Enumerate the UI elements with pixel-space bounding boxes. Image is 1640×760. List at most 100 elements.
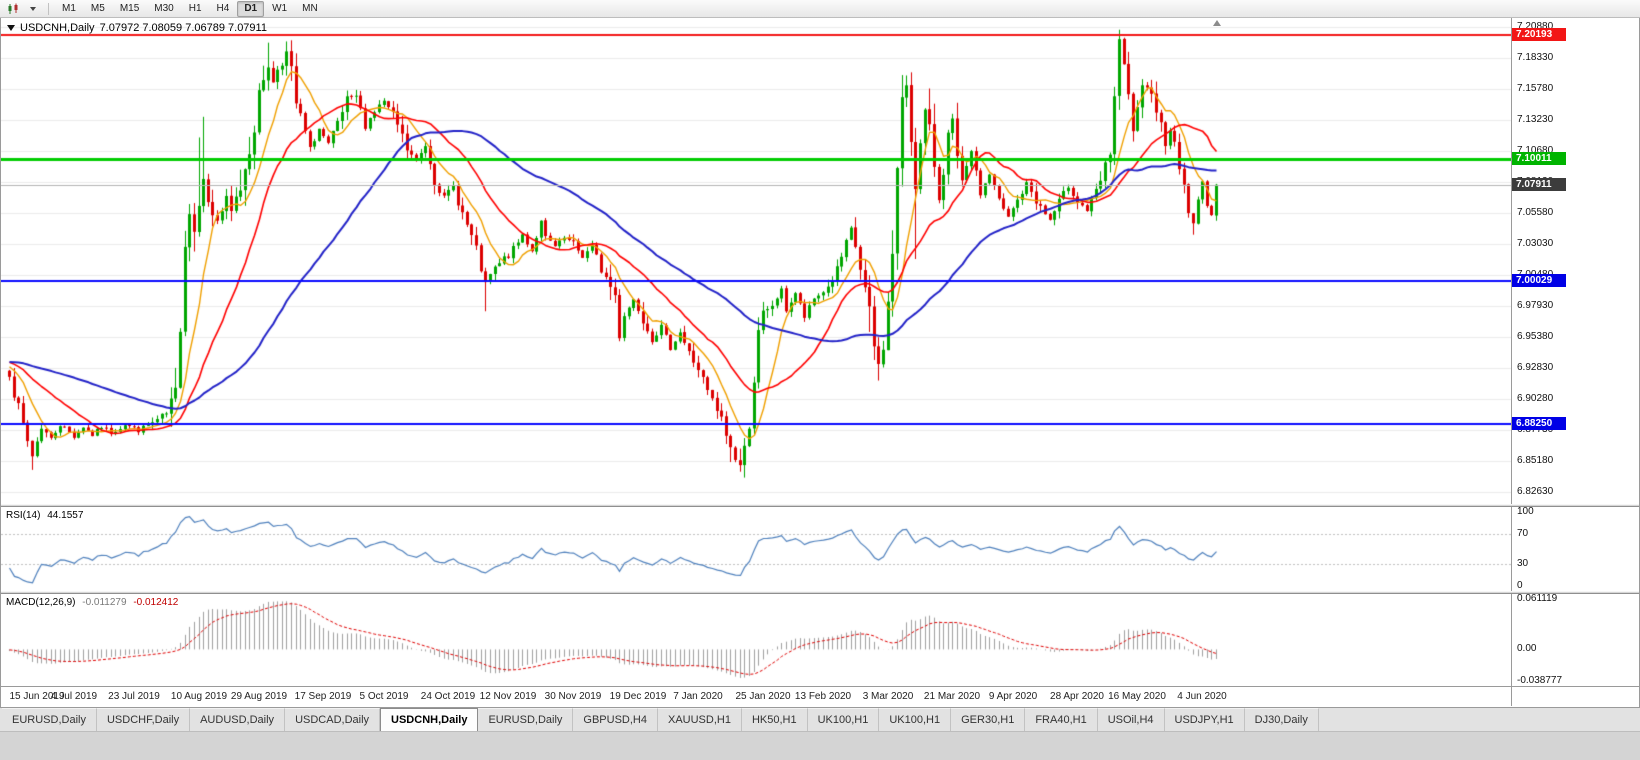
timeframe-button-m15[interactable]: M15: [119, 2, 140, 14]
rsi-plot-canvas[interactable]: [1, 507, 1511, 591]
date-label: 15 Jun 2019: [9, 691, 65, 702]
tab-eurusd-daily[interactable]: EURUSD,Daily: [478, 708, 574, 731]
tab-usdcnh-daily[interactable]: USDCNH,Daily: [380, 708, 479, 731]
panel-divider-macd[interactable]: [1, 591, 1639, 594]
date-label: 9 Apr 2020: [988, 691, 1038, 702]
main-chart-panel: USDCNH,Daily 7.07972 7.08059 7.06789 7.0…: [1, 18, 1639, 504]
timeframe-button-m30[interactable]: M30: [154, 2, 174, 14]
date-label: 25 Jan 2020: [735, 691, 791, 702]
date-label: 19 Dec 2019: [609, 691, 667, 702]
date-label: 4 Jun 2020: [1177, 691, 1227, 702]
timeframe-button-m1[interactable]: M1: [62, 2, 76, 14]
rsi-axis-tick: 70: [1517, 527, 1529, 539]
tab-uk100-h1[interactable]: UK100,H1: [807, 708, 880, 731]
macd-axis-tick: -0.038777: [1517, 675, 1563, 686]
panel-divider-rsi[interactable]: [1, 504, 1639, 507]
price-badge: 7.20193: [1512, 28, 1566, 42]
price-axis-tick: 6.85180: [1517, 454, 1554, 466]
timeframe-button-m5[interactable]: M5: [90, 2, 105, 14]
price-axis-tick: 7.05580: [1517, 207, 1554, 219]
toolbar-separator: [48, 2, 49, 15]
date-axis[interactable]: 15 Jun 2019 4 Jul 2019 23 Jul 2019 10 Aug 2…: [1, 686, 1639, 706]
price-badge: 7.00029: [1512, 273, 1566, 287]
rsi-panel: RSI(14) 44.1557 100 70 30 0: [1, 507, 1639, 591]
date-label: 3 Mar 2020: [862, 691, 914, 702]
date-label: 21 Mar 2020: [923, 691, 981, 702]
date-label: 7 Jan 2020: [673, 691, 723, 702]
tab-dj30-daily[interactable]: DJ30,Daily: [1244, 708, 1319, 731]
toolbar: M1 M5 M15 M30 H1 H4 D1 W1 MN: [0, 0, 1640, 18]
tab-ger30-h1[interactable]: GER30,H1: [951, 708, 1026, 731]
price-axis-tick: 6.90280: [1517, 393, 1554, 404]
date-label: 17 Sep 2019: [294, 691, 352, 702]
rsi-axis-tick: 100: [1517, 506, 1534, 517]
price-axis-tick: 6.92830: [1517, 362, 1554, 374]
tab-usdjpy-h1[interactable]: USDJPY,H1: [1164, 708, 1245, 731]
chart-symbol-period: USDCNH,Daily: [20, 22, 95, 34]
chart-tabs: EURUSD,Daily USDCHF,Daily AUDUSD,Daily USDC…: [0, 708, 1640, 732]
date-axis-corner: [1511, 687, 1639, 706]
macd-name: MACD(12,26,9): [6, 597, 76, 608]
rsi-name: RSI(14): [6, 510, 41, 521]
tab-fra40-h1[interactable]: FRA40,H1: [1025, 708, 1098, 731]
tab-uk100-h1[interactable]: UK100,H1: [879, 708, 952, 731]
price-axis-tick: 6.82630: [1517, 485, 1554, 497]
price-axis-tick: 7.20880: [1517, 21, 1554, 33]
timeframe-dropdown-icon[interactable]: [24, 2, 42, 16]
macd-label: MACD(12,26,9) -0.011279 -0.012412: [6, 597, 178, 608]
tab-hk50-h1[interactable]: HK50,H1: [741, 708, 808, 731]
rsi-axis-tick: 0: [1517, 580, 1523, 591]
tab-eurusd-daily[interactable]: EURUSD,Daily: [2, 708, 97, 731]
date-label: 29 Aug 2019: [230, 691, 288, 702]
price-axis-tick: 7.18330: [1517, 52, 1554, 64]
timeframe-button-h1[interactable]: H1: [188, 2, 202, 14]
rsi-current-value: 44.1557: [47, 510, 84, 521]
price-badge: 7.07911: [1512, 177, 1566, 191]
bottom-filler: [0, 732, 1640, 760]
tab-xauusd-h1[interactable]: XAUUSD,H1: [657, 708, 742, 731]
price-axis-tick: 7.15780: [1517, 83, 1554, 95]
macd-axis-tick: 0.00: [1517, 643, 1537, 655]
date-label: 30 Nov 2019: [544, 691, 602, 702]
price-badge: 6.88250: [1512, 416, 1566, 430]
timeframe-button-h4[interactable]: H4: [216, 2, 230, 14]
date-label: 4 Jul 2019: [50, 691, 98, 702]
timeframe-button-d1[interactable]: D1: [237, 0, 265, 17]
macd-axis[interactable]: 0.061119 0.00 -0.038777: [1511, 594, 1639, 686]
rsi-axis[interactable]: 100 70 30 0: [1511, 507, 1639, 591]
date-label: 24 Oct 2019: [420, 691, 476, 702]
tab-usoil-h4[interactable]: USOil,H4: [1097, 708, 1165, 731]
macd-panel: MACD(12,26,9) -0.011279 -0.012412 0.0611…: [1, 594, 1639, 686]
chart-ohlc-values: 7.07972 7.08059 7.06789 7.07911: [99, 22, 267, 34]
tab-gbpusd-h4[interactable]: GBPUSD,H4: [573, 708, 658, 731]
price-axis[interactable]: 7.208807.183307.157807.132307.106807.081…: [1511, 18, 1639, 504]
tab-audusd-daily[interactable]: AUDUSD,Daily: [190, 708, 286, 731]
tab-usdcad-daily[interactable]: USDCAD,Daily: [285, 708, 381, 731]
price-axis-tick: 7.03030: [1517, 238, 1554, 250]
macd-main-value: -0.011279: [82, 597, 127, 608]
date-label: 10 Aug 2019: [170, 691, 228, 702]
macd-plot-canvas[interactable]: [1, 594, 1511, 686]
candlestick-chart-icon[interactable]: [4, 2, 22, 16]
chart-title: USDCNH,Daily 7.07972 7.08059 7.06789 7.0…: [7, 22, 267, 34]
chart-menu-icon[interactable]: [7, 25, 15, 31]
price-axis-tick: 7.13230: [1517, 114, 1554, 126]
macd-axis-tick: 0.061119: [1517, 593, 1558, 604]
price-axis-tick: 6.95380: [1517, 331, 1554, 343]
main-plot-canvas[interactable]: [1, 18, 1511, 504]
price-axis-tick: 7.10680: [1517, 145, 1554, 157]
date-label: 28 Apr 2020: [1050, 691, 1104, 702]
timeframe-button-mn[interactable]: MN: [302, 2, 318, 14]
tab-usdchf-daily[interactable]: USDCHF,Daily: [96, 708, 191, 731]
timeframe-button-w1[interactable]: W1: [272, 2, 288, 14]
macd-signal-value: -0.012412: [133, 597, 179, 608]
chart-shift-marker[interactable]: [1213, 20, 1221, 26]
date-label: 23 Jul 2019: [108, 691, 160, 702]
date-label: 16 May 2020: [1108, 691, 1166, 702]
rsi-axis-tick: 30: [1517, 558, 1529, 570]
price-axis-tick: 6.97930: [1517, 300, 1554, 312]
date-label: 13 Feb 2020: [794, 691, 852, 702]
chart-window: USDCNH,Daily 7.07972 7.08059 7.06789 7.0…: [0, 18, 1640, 708]
date-label: 12 Nov 2019: [479, 691, 537, 702]
price-badge: 7.10011: [1512, 152, 1566, 166]
